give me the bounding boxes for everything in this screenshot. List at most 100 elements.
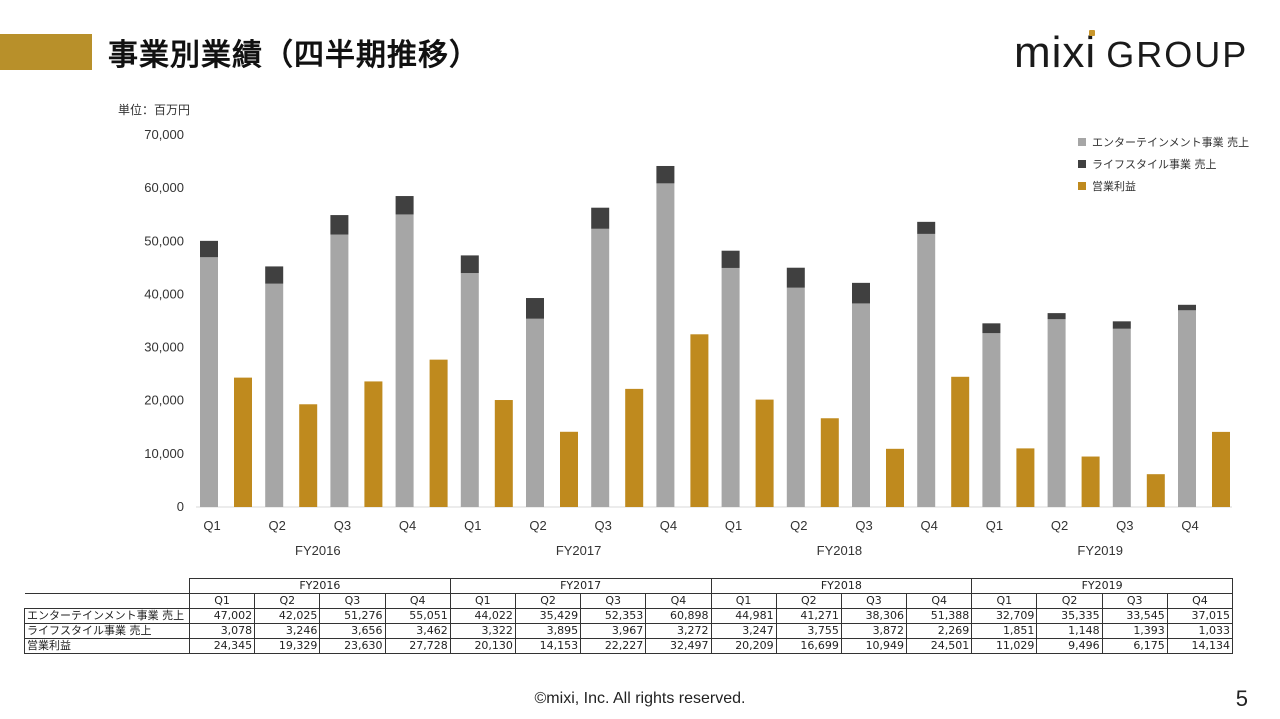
table-quarter-header: Q1 [188, 593, 256, 609]
table-cell: 20,209 [710, 638, 777, 654]
table-row: ライフスタイル事業 売上 3,078 3,246 3,656 3,462 3,322 3,8… [24, 623, 1234, 639]
entertainment-sales-bar [917, 233, 936, 507]
table-corner-cell [24, 593, 190, 609]
table-cell: 14,134 [1166, 638, 1234, 654]
table-row-label: ライフスタイル事業 売上 [24, 623, 190, 639]
table-fiscal-year-header: FY2018 [710, 578, 973, 594]
table-cell: 3,272 [645, 623, 712, 639]
lifestyle-sales-bar [721, 250, 740, 268]
x-tick-label: Q3 [334, 518, 351, 533]
x-tick-label: Q2 [790, 518, 807, 533]
table-cell: 11,029 [971, 638, 1038, 654]
page-number: 5 [1235, 686, 1248, 711]
table-cell: 3,967 [580, 623, 647, 639]
legend-swatch [1078, 160, 1086, 168]
x-tick-label: Q1 [986, 518, 1003, 533]
table-cell: 42,025 [254, 608, 321, 624]
fiscal-year-label: FY2016 [295, 543, 341, 558]
entertainment-sales-bar [460, 273, 479, 507]
operating-profit-bar [494, 400, 513, 507]
table-cell: 27,728 [384, 638, 451, 654]
entertainment-sales-bar [200, 257, 218, 507]
table-cell: 9,496 [1036, 638, 1103, 654]
table-header-row: Q1 Q2 Q3 Q4 Q1 Q2 Q3 Q4 Q1 Q2 Q3 Q4 Q1 Q2 Q3 Q4 [24, 593, 1234, 609]
table-cell: 1,393 [1101, 623, 1168, 639]
x-tick-label: Q1 [203, 518, 220, 533]
x-tick-label: Q1 [464, 518, 481, 533]
entertainment-sales-bar [1112, 328, 1131, 507]
table-cell: 55,051 [384, 608, 451, 624]
table-quarter-header: Q2 [514, 593, 582, 609]
table-cell: 23,630 [319, 638, 386, 654]
table-quarter-header: Q1 [710, 593, 777, 609]
lifestyle-sales-bar [591, 207, 610, 229]
page-title: 事業別業績（四半期推移） [108, 38, 480, 73]
table-cell: 3,462 [384, 623, 451, 639]
y-tick-label: 10,000 [144, 446, 184, 461]
table-fiscal-year-header: FY2016 [189, 578, 451, 594]
y-tick-label: 50,000 [144, 233, 184, 248]
fiscal-year-label: FY2019 [1077, 543, 1123, 558]
table-cell: 1,033 [1166, 623, 1234, 639]
lifestyle-sales-bar [265, 266, 284, 284]
x-tick-label: Q4 [921, 518, 938, 533]
x-tick-label: Q2 [1051, 518, 1068, 533]
table-header-row: FY2016 FY2017 FY2018 FY2019 [24, 578, 1233, 594]
table-cell: 14,153 [514, 638, 582, 654]
table-fiscal-year-header: FY2019 [971, 578, 1233, 594]
y-tick-label: 30,000 [144, 340, 184, 355]
x-tick-label: Q4 [660, 518, 677, 533]
copyright-footer: ©mixi, Inc. All rights reserved. [534, 690, 746, 707]
table-quarter-header: Q2 [254, 593, 321, 609]
unit-label: 単位：百万円 [118, 102, 190, 117]
table-row: エンターテインメント事業 売上 47,002 42,025 51,276 55,051 4… [24, 608, 1234, 624]
table-row-label: エンターテインメント事業 売上 [24, 608, 190, 624]
table-cell: 52,353 [580, 608, 647, 624]
entertainment-sales-bar [982, 333, 1001, 507]
table-quarter-header: Q3 [1101, 593, 1168, 609]
table-quarter-header: Q4 [384, 593, 451, 609]
table-quarter-header: Q4 [1166, 593, 1234, 609]
operating-profit-bar [755, 399, 774, 507]
x-tick-label: Q3 [1116, 518, 1133, 533]
table-cell: 3,246 [254, 623, 321, 639]
lifestyle-sales-bar [1178, 304, 1196, 311]
table-cell: 3,078 [188, 623, 256, 639]
x-tick-label: Q3 [855, 518, 872, 533]
table-cell: 37,015 [1166, 608, 1234, 624]
table-cell: 51,276 [319, 608, 386, 624]
table-row: 営業利益 24,345 19,329 23,630 27,728 20,130 14,153… [24, 638, 1234, 654]
table-row-label: 営業利益 [24, 638, 190, 654]
title-accent-bar [0, 34, 92, 70]
results-data-table: FY2016 FY2017 FY2018 FY2019 Q1 Q2 Q3 Q4 Q1 Q2 Q3 Q4… [24, 578, 1234, 654]
lifestyle-sales-bar [330, 215, 349, 235]
legend-label: ライフスタイル事業 売上 [1092, 158, 1217, 171]
legend-swatch [1078, 182, 1086, 190]
table-quarter-header: Q1 [971, 593, 1038, 609]
logo-mixi-text: mixi [1014, 28, 1097, 77]
table-cell: 51,388 [906, 608, 973, 624]
table-cell: 1,148 [1036, 623, 1103, 639]
entertainment-sales-bar [330, 234, 349, 507]
table-cell: 3,322 [449, 623, 516, 639]
legend-swatch [1078, 138, 1086, 146]
table-cell: 16,699 [775, 638, 842, 654]
table-corner-cell [24, 578, 190, 594]
table-cell: 32,497 [645, 638, 712, 654]
table-quarter-header: Q2 [775, 593, 842, 609]
operating-profit-bar [690, 334, 709, 507]
table-quarter-header: Q3 [580, 593, 647, 609]
legend-label: エンターテインメント事業 売上 [1092, 136, 1249, 149]
fiscal-year-label: FY2017 [556, 543, 602, 558]
operating-profit-bar [1081, 456, 1100, 507]
lifestyle-sales-bar [460, 255, 479, 274]
table-quarter-header: Q4 [906, 593, 973, 609]
y-tick-label: 0 [177, 499, 184, 514]
operating-profit-bar [560, 431, 578, 507]
operating-profit-bar [1212, 431, 1230, 507]
lifestyle-sales-bar [200, 240, 218, 258]
table-fiscal-year-header: FY2017 [449, 578, 712, 594]
x-tick-label: Q1 [725, 518, 742, 533]
entertainment-sales-bar [526, 318, 544, 507]
operating-profit-bar [886, 448, 904, 507]
